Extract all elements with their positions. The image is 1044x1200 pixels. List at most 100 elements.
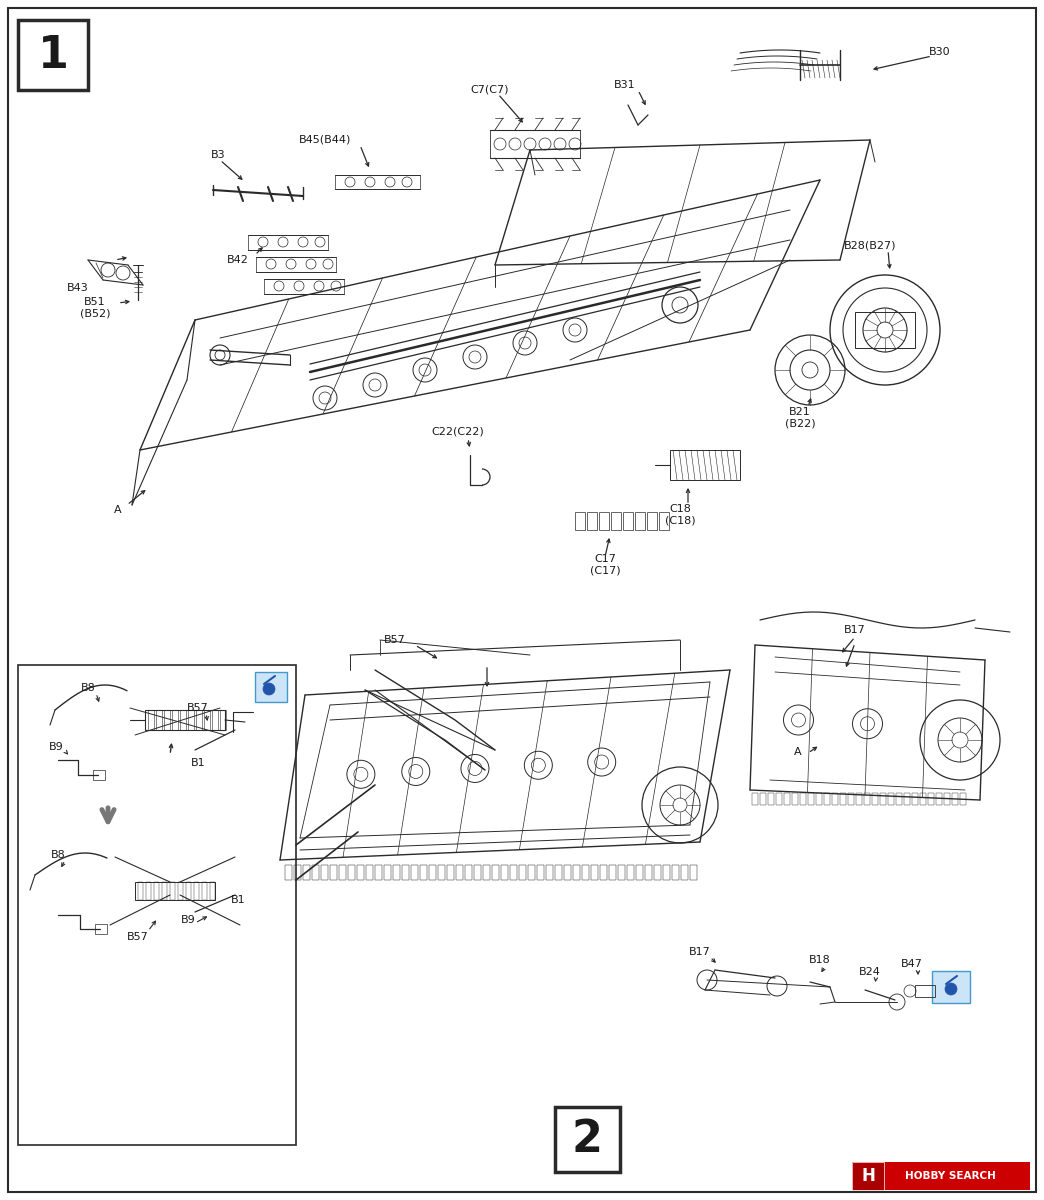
- Bar: [659, 512, 669, 530]
- Text: B42: B42: [227, 254, 248, 265]
- Bar: [663, 865, 670, 880]
- Text: B21
(B22): B21 (B22): [785, 407, 815, 428]
- Bar: [465, 865, 472, 880]
- Bar: [573, 865, 580, 880]
- Text: C17
(C17): C17 (C17): [590, 554, 620, 576]
- Bar: [384, 865, 392, 880]
- Bar: [145, 710, 226, 730]
- Bar: [808, 793, 814, 805]
- Text: B45(B44): B45(B44): [299, 134, 351, 145]
- Bar: [896, 793, 902, 805]
- Bar: [623, 512, 633, 530]
- Bar: [537, 865, 544, 880]
- Text: B30: B30: [929, 47, 951, 56]
- Bar: [670, 450, 740, 480]
- Bar: [196, 710, 201, 730]
- Bar: [600, 865, 607, 880]
- Bar: [784, 793, 790, 805]
- Text: 1: 1: [38, 34, 69, 77]
- Bar: [294, 865, 301, 880]
- Text: B9: B9: [181, 914, 195, 925]
- Text: B57: B57: [384, 635, 406, 646]
- Bar: [511, 865, 517, 880]
- Circle shape: [263, 683, 275, 695]
- Text: B57: B57: [187, 703, 209, 713]
- Bar: [366, 865, 373, 880]
- Bar: [936, 793, 942, 805]
- Bar: [760, 793, 766, 805]
- Text: HOBBY SEARCH: HOBBY SEARCH: [904, 1171, 995, 1181]
- Bar: [599, 512, 609, 530]
- Bar: [429, 865, 436, 880]
- Bar: [155, 882, 159, 900]
- Bar: [647, 512, 657, 530]
- Bar: [904, 793, 910, 805]
- Bar: [872, 793, 878, 805]
- Bar: [456, 865, 462, 880]
- Bar: [792, 793, 798, 805]
- Bar: [587, 512, 597, 530]
- Bar: [447, 865, 454, 880]
- Text: B17: B17: [845, 625, 865, 635]
- Bar: [210, 882, 215, 900]
- Bar: [944, 793, 950, 805]
- Bar: [474, 865, 481, 880]
- Bar: [93, 770, 105, 780]
- Text: B31: B31: [614, 80, 636, 90]
- Bar: [146, 882, 151, 900]
- Bar: [555, 1106, 620, 1172]
- Text: B8: B8: [80, 683, 95, 692]
- Bar: [519, 865, 526, 880]
- Bar: [636, 865, 643, 880]
- Text: A: A: [794, 746, 802, 757]
- Bar: [912, 793, 918, 805]
- Bar: [204, 710, 210, 730]
- Bar: [201, 882, 207, 900]
- Bar: [824, 793, 830, 805]
- Bar: [528, 865, 535, 880]
- Bar: [768, 793, 774, 805]
- Bar: [690, 865, 697, 880]
- Bar: [172, 710, 177, 730]
- Text: B1: B1: [231, 895, 245, 905]
- Bar: [177, 882, 183, 900]
- Text: A: A: [114, 505, 122, 515]
- Bar: [492, 865, 499, 880]
- Bar: [255, 672, 287, 702]
- Text: C22(C22): C22(C22): [431, 427, 484, 437]
- Bar: [575, 512, 585, 530]
- Bar: [18, 665, 296, 1145]
- Bar: [285, 865, 292, 880]
- Bar: [960, 793, 966, 805]
- Bar: [186, 882, 191, 900]
- Bar: [888, 793, 894, 805]
- Bar: [880, 793, 886, 805]
- Bar: [654, 865, 661, 880]
- Bar: [220, 710, 226, 730]
- Text: B18: B18: [809, 955, 831, 965]
- Bar: [856, 793, 862, 805]
- Bar: [357, 865, 364, 880]
- Text: B51
(B52): B51 (B52): [79, 298, 111, 319]
- Bar: [303, 865, 310, 880]
- Bar: [312, 865, 319, 880]
- Bar: [162, 882, 167, 900]
- Bar: [188, 710, 194, 730]
- Text: C7(C7): C7(C7): [471, 85, 509, 95]
- Bar: [645, 865, 652, 880]
- Bar: [546, 865, 553, 880]
- Bar: [611, 512, 621, 530]
- Text: B3: B3: [211, 150, 226, 160]
- Bar: [864, 793, 870, 805]
- Bar: [928, 793, 934, 805]
- Text: B8: B8: [50, 850, 66, 860]
- Text: B28(B27): B28(B27): [844, 240, 896, 250]
- Bar: [164, 710, 170, 730]
- Circle shape: [945, 983, 957, 995]
- Bar: [915, 985, 935, 997]
- Bar: [212, 710, 218, 730]
- Bar: [180, 710, 186, 730]
- Bar: [752, 793, 758, 805]
- Bar: [18, 20, 88, 90]
- Bar: [816, 793, 822, 805]
